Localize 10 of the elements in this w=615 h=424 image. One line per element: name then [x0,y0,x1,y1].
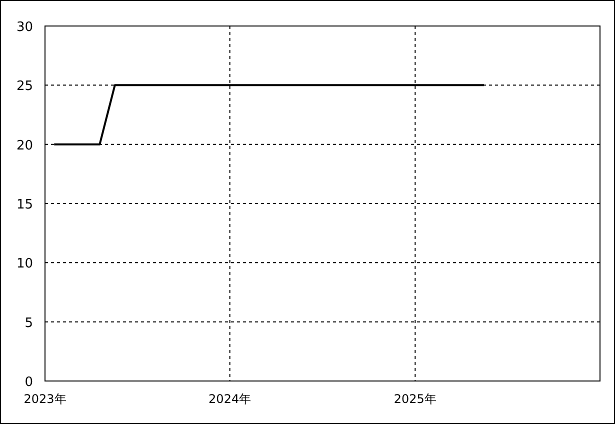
x-tick-label: 2025年 [394,392,436,406]
y-tick-label: 5 [24,316,33,331]
y-tick-label: 0 [24,375,33,390]
y-tick-label: 20 [16,138,33,154]
y-tick-label: 10 [16,256,33,272]
y-tick-label: 15 [16,198,33,212]
y-tick-label: 30 [16,20,33,35]
x-tick-label: 2023年 [24,392,66,406]
y-tick-label: 25 [16,79,33,94]
x-tick-label: 2024年 [208,392,252,406]
